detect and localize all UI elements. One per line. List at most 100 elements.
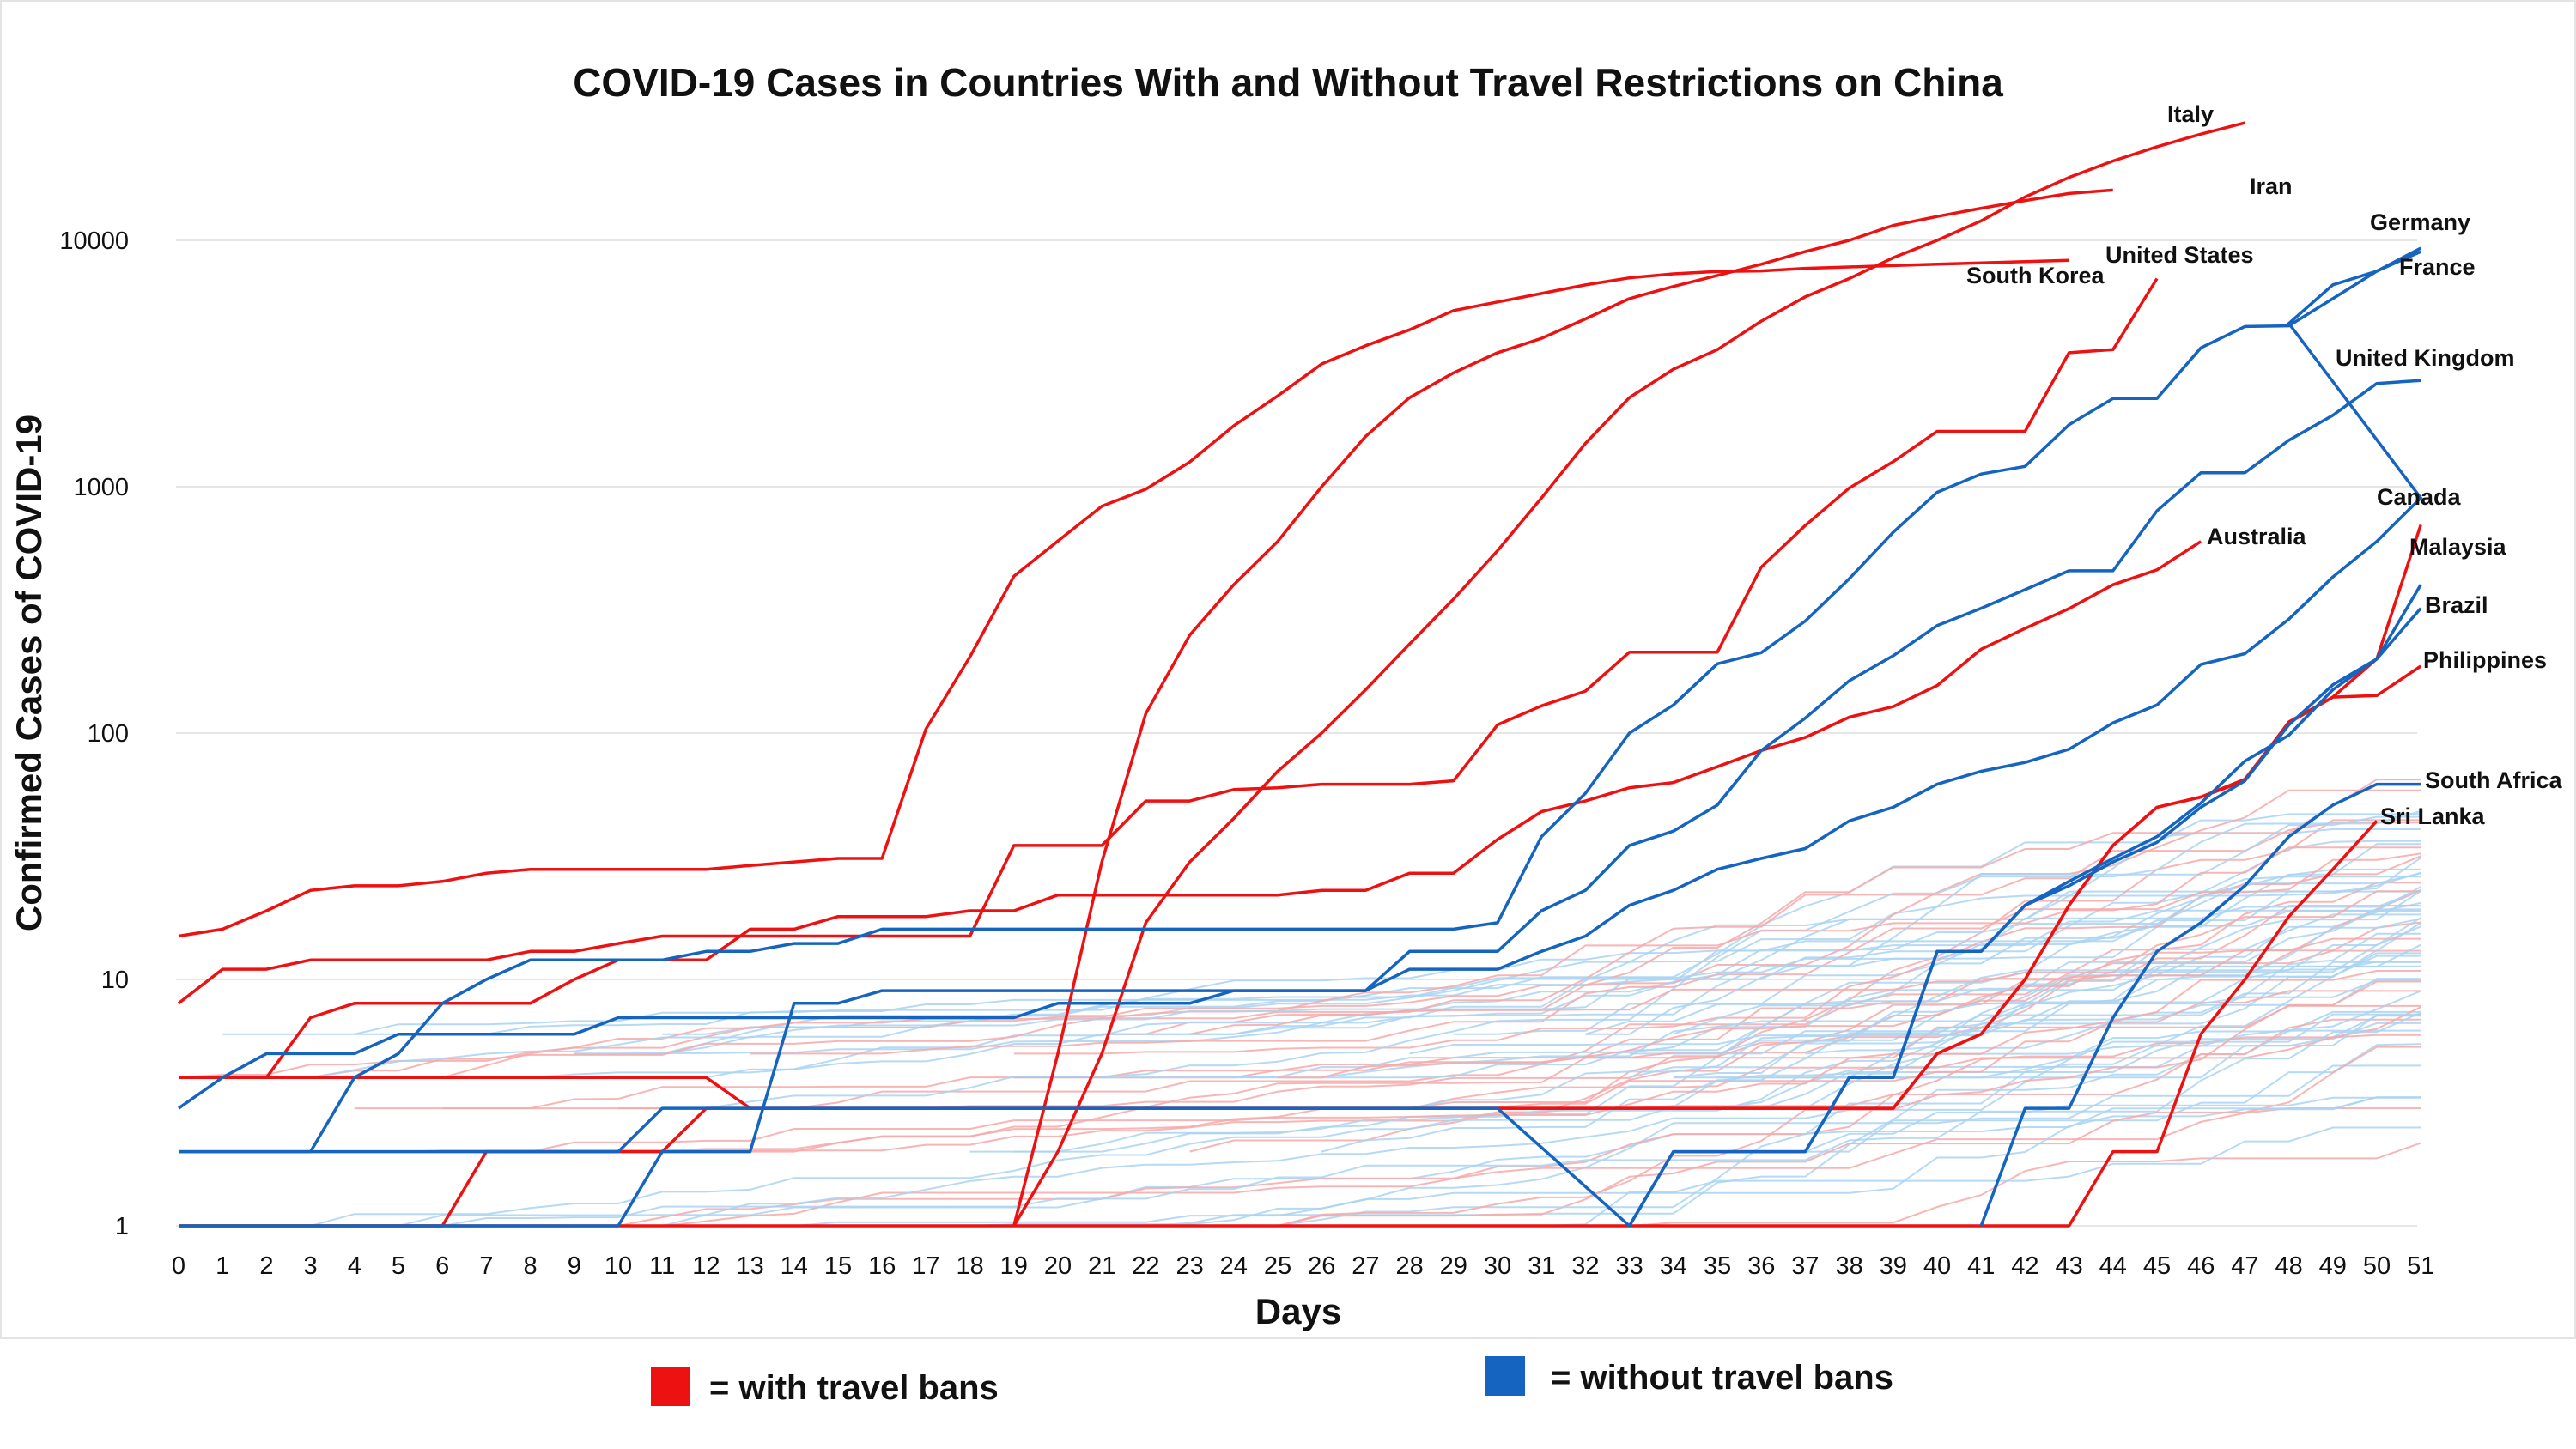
x-tick-label: 14 [781, 1252, 808, 1280]
background-series-line [530, 1004, 2421, 1153]
x-tick-label: 11 [649, 1252, 675, 1280]
x-tick-label: 40 [1923, 1252, 1951, 1280]
country-label-philippines: Philippines [2423, 647, 2547, 673]
x-tick-label: 46 [2187, 1252, 2215, 1280]
x-axis-ticks: 0 1 2 3 4 5 6 7 8 9 10 11 12 13 14 15 16 17 18 19 20 21 22 23 24… [172, 1252, 2434, 1280]
series-line-germany [177, 246, 2422, 1110]
series-line-france [179, 250, 2421, 1154]
series-line-australia [179, 540, 2202, 1079]
background-series-line [574, 890, 2421, 1055]
legend-label-with-bans: = with travel bans [709, 1369, 999, 1407]
background-series-line [1541, 1142, 2421, 1227]
country-label-iran: Iran [2250, 173, 2293, 199]
background-series [178, 779, 2421, 1227]
series-line-sri-lanka [179, 820, 2379, 1228]
background-series-line [1629, 925, 2421, 1055]
legend-swatch-with-bans [651, 1367, 690, 1406]
background-series-line [1717, 1022, 2421, 1110]
x-tick-label: 33 [1615, 1252, 1643, 1280]
series-line-iran [1012, 188, 2113, 1227]
background-series-line [266, 1018, 2421, 1153]
background-series-line [1102, 813, 2421, 1035]
background-series-line [662, 888, 2421, 1035]
x-tick-label: 37 [1791, 1252, 1819, 1280]
background-series-line [1585, 908, 2421, 1035]
series-line-south-africa [1979, 782, 2421, 1227]
x-tick-label: 13 [736, 1252, 763, 1280]
background-series-line [750, 1034, 2421, 1153]
background-series-line [1278, 937, 2421, 1079]
x-tick-label: 23 [1176, 1252, 1203, 1280]
x-tick-label: 28 [1395, 1252, 1423, 1280]
background-series-line [1673, 979, 2421, 1079]
background-series-line [310, 828, 2421, 1079]
x-tick-label: 32 [1571, 1252, 1599, 1280]
x-tick-label: 48 [2275, 1252, 2302, 1280]
country-label-italy: Italy [2167, 101, 2214, 127]
y-tick-label: 100 [88, 720, 129, 748]
background-series-line [750, 1064, 2421, 1227]
x-tick-label: 30 [1484, 1252, 1511, 1280]
country-label-france: France [2399, 254, 2476, 280]
x-tick-label: 51 [2407, 1252, 2434, 1280]
background-series-line [1629, 918, 2421, 1079]
x-tick-label: 19 [1000, 1252, 1028, 1280]
background-series-line [1102, 779, 2421, 1035]
x-tick-label: 27 [1352, 1252, 1379, 1280]
x-axis-title: Days [1255, 1291, 1341, 1331]
background-series-line [398, 846, 2421, 1079]
country-label-australia: Australia [2207, 524, 2307, 549]
background-series-line [442, 1011, 2421, 1227]
x-tick-label: 31 [1528, 1252, 1555, 1280]
x-tick-label: 44 [2099, 1252, 2127, 1280]
x-tick-label: 24 [1220, 1252, 1248, 1280]
y-tick-label: 10 [101, 967, 129, 994]
y-axis-ticks: 1 10 100 1000 10000 [59, 227, 129, 1240]
series-line-italy [1012, 121, 2245, 1227]
x-tick-label: 43 [2055, 1252, 2082, 1280]
x-tick-label: 16 [868, 1252, 896, 1280]
series-line-brazil [1628, 607, 2422, 1227]
x-tick-label: 2 [259, 1252, 273, 1280]
x-tick-label: 45 [2143, 1252, 2171, 1280]
x-tick-label: 36 [1747, 1252, 1775, 1280]
background-series-line [1233, 980, 2421, 1227]
background-series-line [1673, 868, 2421, 1035]
country-label-sri-lanka: Sri Lanka [2380, 803, 2486, 829]
x-tick-label: 41 [1967, 1252, 1995, 1280]
background-series-line [1453, 990, 2421, 1110]
country-label-malaysia: Malaysia [2409, 534, 2507, 560]
background-series-line [750, 852, 2421, 1055]
x-tick-label: 15 [824, 1252, 852, 1280]
y-tick-label: 1000 [73, 474, 129, 501]
legend-label-without-bans: = without travel bans [1551, 1359, 1893, 1397]
background-series-line [574, 1013, 2421, 1227]
chart-title: COVID-19 Cases in Countries With and Wit… [573, 60, 2003, 105]
x-tick-label: 25 [1264, 1252, 1291, 1280]
x-tick-label: 9 [568, 1252, 581, 1280]
background-series-line [617, 1107, 2421, 1227]
background-series-line [1321, 952, 2421, 1079]
x-tick-label: 49 [2319, 1252, 2347, 1280]
y-tick-label: 1 [115, 1213, 129, 1240]
x-tick-label: 38 [1835, 1252, 1862, 1280]
x-tick-label: 0 [172, 1252, 185, 1280]
country-label-south-africa: South Africa [2425, 767, 2562, 793]
x-tick-label: 21 [1088, 1252, 1115, 1280]
x-tick-label: 12 [692, 1252, 720, 1280]
background-series-line [442, 905, 2421, 1110]
background-series-line [1498, 1126, 2421, 1227]
x-tick-label: 6 [435, 1252, 449, 1280]
background-series-line [1189, 1096, 2421, 1227]
x-tick-label: 29 [1440, 1252, 1467, 1280]
x-tick-label: 50 [2363, 1252, 2391, 1280]
country-label-united-kingdom: United Kingdom [2336, 345, 2514, 371]
background-series-line [1585, 815, 2421, 1035]
country-label-germany: Germany [2370, 209, 2470, 235]
background-series-line [1409, 913, 2421, 1055]
background-series-line [1673, 890, 2421, 1055]
background-series-line [1673, 1015, 2421, 1110]
y-tick-label: 10000 [59, 227, 129, 255]
